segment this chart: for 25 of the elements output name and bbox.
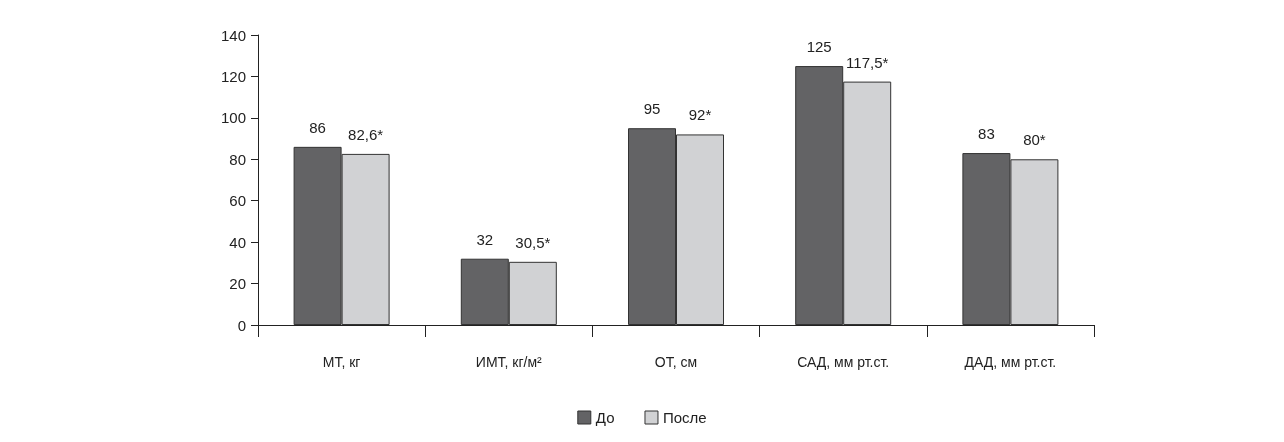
data-label: 125	[806, 38, 832, 56]
y-tick-label: 100	[220, 109, 246, 127]
y-tick-label: 20	[229, 275, 246, 293]
data-label: 117,5*	[846, 53, 889, 71]
data-label: 80*	[1023, 131, 1046, 149]
x-tick-label: ИМТ, кг/м²	[475, 354, 543, 370]
data-label: 30,5*	[515, 233, 551, 251]
y-tick-label: 0	[237, 316, 246, 334]
y-tick-label: 120	[220, 67, 246, 85]
x-tick-label: ОТ, см	[654, 354, 698, 370]
y-tick-label: 80	[229, 150, 246, 168]
data-label: 92*	[688, 106, 712, 124]
data-label: 32	[476, 230, 494, 248]
data-label: 82,6*	[348, 125, 384, 143]
x-tick-label: САД, мм рт.ст.	[797, 354, 890, 370]
data-label: 95	[643, 100, 661, 118]
y-tick-label: 60	[229, 192, 246, 210]
y-tick-label: 140	[220, 26, 246, 44]
data-label: 83	[978, 125, 995, 143]
y-tick-label: 40	[229, 233, 246, 251]
legend-label: После	[662, 409, 707, 426]
x-tick-label: МТ, кг	[322, 354, 361, 370]
x-tick-label: ДАД, мм рт.ст.	[964, 354, 1057, 370]
legend-label: До	[595, 409, 615, 426]
data-label: 86	[309, 118, 326, 136]
